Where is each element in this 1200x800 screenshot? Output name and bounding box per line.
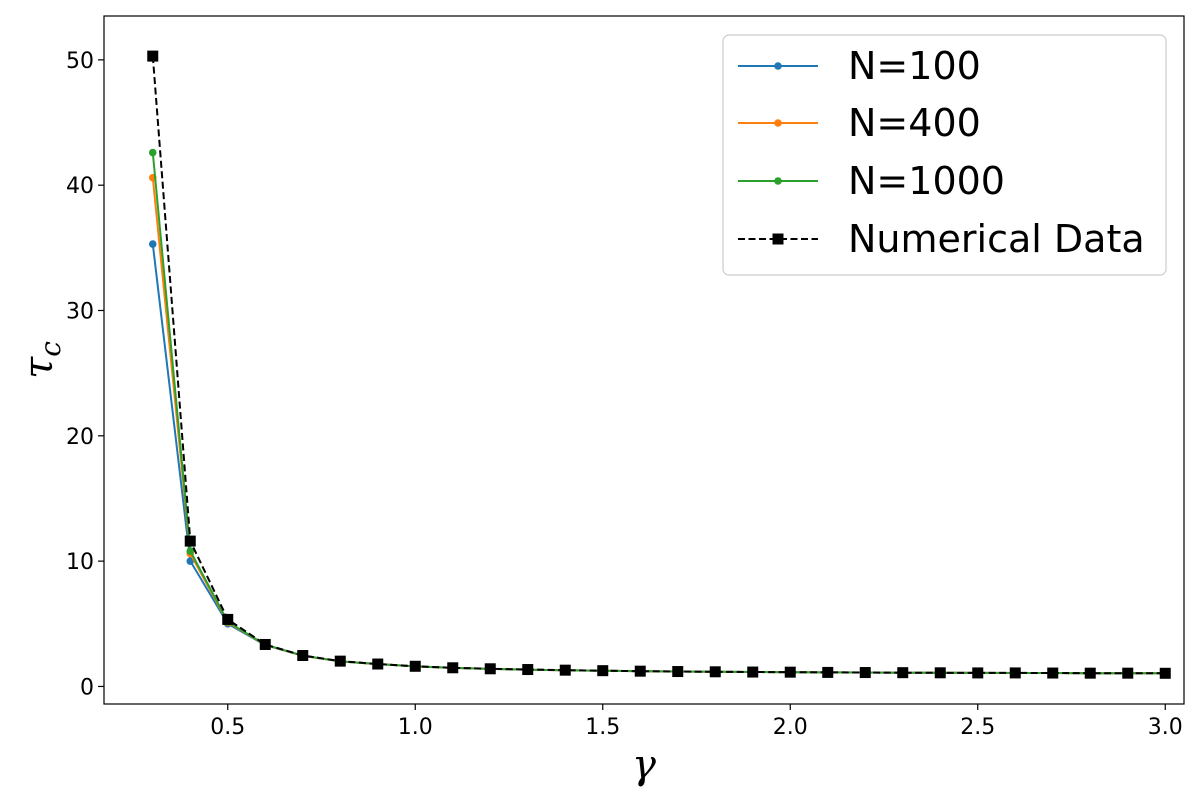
y-tick-label: 20	[66, 425, 94, 450]
series-layer	[147, 50, 1171, 679]
data-point-numerical-data	[1122, 667, 1134, 679]
legend-marker-n-100	[774, 62, 782, 70]
data-point-numerical-data	[597, 665, 609, 677]
data-point-numerical-data	[259, 638, 271, 650]
legend: N=100 N=400 N=1000 Numerical Data	[722, 34, 1167, 276]
data-point-n-100	[186, 557, 195, 565]
data-point-numerical-data	[1159, 667, 1171, 679]
data-point-numerical-data	[372, 658, 384, 670]
data-point-numerical-data	[934, 667, 946, 679]
data-point-numerical-data	[184, 535, 196, 547]
data-point-numerical-data	[222, 613, 234, 625]
series-n-100	[148, 240, 1170, 678]
y-tick-label: 40	[66, 174, 94, 199]
y-tick-label: 0	[80, 675, 94, 700]
x-tick-label: 3.0	[1148, 715, 1183, 740]
data-point-numerical-data	[822, 666, 834, 678]
data-point-numerical-data	[972, 667, 984, 679]
legend-label-n-100: N=100	[848, 44, 981, 88]
legend-label-n-1000: N=1000	[848, 159, 1005, 203]
series-line-numerical-data	[151, 56, 1166, 675]
x-tick-label: 1.5	[585, 715, 620, 740]
data-point-numerical-data	[672, 666, 684, 678]
legend-marker-numerical-data	[772, 233, 784, 245]
data-point-numerical-data	[297, 650, 309, 662]
ticks-layer: 0.5 1.0 1.5 2.0 2.5 3.0 0 10 20 30 40 50	[66, 49, 1183, 740]
x-axis-label: γ	[632, 742, 656, 788]
data-point-numerical-data	[1084, 667, 1096, 679]
x-tick-label: 2.5	[960, 715, 995, 740]
data-point-numerical-data	[859, 667, 871, 679]
data-point-n-1000	[186, 547, 195, 555]
data-point-numerical-data	[784, 666, 796, 678]
legend-label-numerical-data: Numerical Data	[848, 217, 1145, 261]
y-axis-label: τc	[16, 341, 67, 379]
data-point-numerical-data	[1047, 667, 1059, 679]
data-point-numerical-data	[634, 665, 646, 677]
legend-box	[722, 34, 1167, 276]
data-point-numerical-data	[147, 50, 159, 62]
series-line-n-100	[151, 243, 1166, 675]
legend-marker-n-400	[774, 119, 782, 127]
data-point-n-100	[148, 240, 157, 248]
data-point-numerical-data	[559, 664, 571, 676]
data-point-numerical-data	[447, 662, 459, 674]
y-axis-label-subscript: c	[34, 341, 67, 357]
data-point-numerical-data	[484, 663, 496, 675]
legend-label-n-400: N=400	[848, 101, 981, 145]
plot-frame	[103, 15, 1185, 705]
data-point-n-1000	[148, 148, 157, 157]
data-point-numerical-data	[409, 660, 421, 672]
series-numerical-data	[147, 50, 1171, 679]
data-point-numerical-data	[747, 666, 759, 678]
x-tick-label: 1.0	[398, 715, 433, 740]
x-tick-label: 2.0	[773, 715, 808, 740]
data-point-numerical-data	[709, 666, 721, 678]
y-tick-label: 30	[66, 299, 94, 324]
data-point-numerical-data	[522, 664, 534, 676]
x-tick-label: 0.5	[210, 715, 245, 740]
data-point-numerical-data	[897, 667, 909, 679]
y-tick-label: 10	[66, 550, 94, 575]
y-axis-label-main: τ	[16, 356, 62, 379]
y-tick-label: 50	[66, 49, 94, 74]
legend-marker-n-1000	[774, 177, 782, 185]
data-point-numerical-data	[1009, 667, 1021, 679]
data-point-numerical-data	[334, 655, 346, 667]
